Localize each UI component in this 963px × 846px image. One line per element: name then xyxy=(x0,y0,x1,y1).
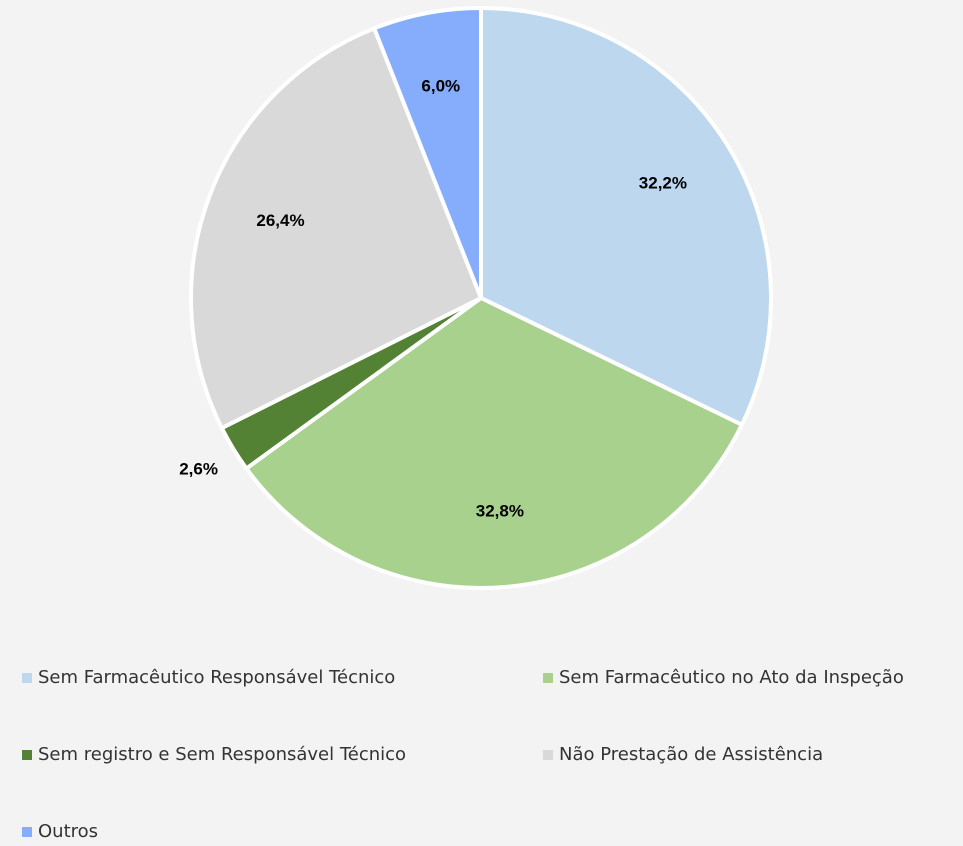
legend-label: Sem Farmacêutico no Ato da Inspeção xyxy=(559,667,904,688)
legend-swatch xyxy=(543,750,553,760)
data-label: 2,6% xyxy=(179,459,218,478)
pie-slice xyxy=(479,5,773,428)
legend-swatch xyxy=(22,673,32,683)
pie-slice xyxy=(189,25,484,431)
data-label: 26,4% xyxy=(256,211,304,230)
legend-swatch xyxy=(22,750,32,760)
legend-swatch xyxy=(543,673,553,683)
pie-slice xyxy=(243,295,745,590)
legend-label: Sem Farmacêutico Responsável Técnico xyxy=(38,667,395,688)
legend-label: Outros xyxy=(38,821,98,842)
data-label: 6,0% xyxy=(421,77,460,96)
legend-swatch xyxy=(22,827,32,837)
legend-label: Não Prestação de Assistência xyxy=(559,744,823,765)
data-label: 32,2% xyxy=(639,174,687,193)
legend-label: Sem registro e Sem Responsável Técnico xyxy=(38,744,406,765)
pie-slice xyxy=(371,5,483,299)
data-label: 32,8% xyxy=(476,501,524,520)
